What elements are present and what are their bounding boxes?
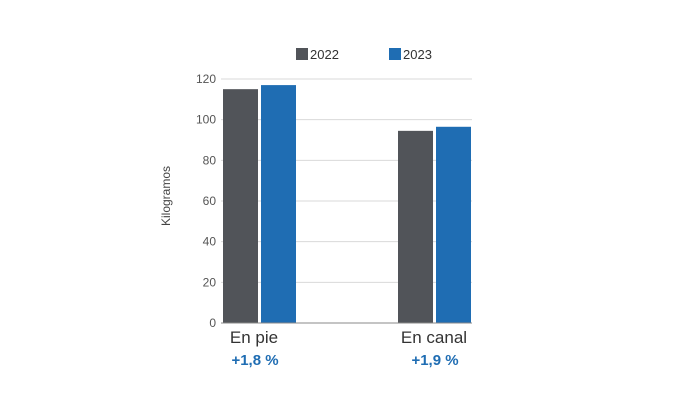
y-tick-label: 60: [203, 194, 217, 208]
y-tick-label: 0: [209, 316, 216, 330]
legend-label: 2022: [310, 47, 339, 62]
bars: [223, 85, 471, 324]
y-tick-label: 100: [196, 113, 216, 127]
legend-label: 2023: [403, 47, 432, 62]
bar-2022-1: [398, 130, 433, 323]
legend-swatch-2022: [296, 48, 308, 60]
category-label: En canal: [401, 328, 467, 347]
bar-2022-0: [223, 89, 258, 324]
y-tick-label: 20: [203, 275, 217, 289]
y-tick-label: 120: [196, 72, 216, 86]
y-axis-label: Kilogramos: [159, 166, 173, 226]
category-label: En pie: [230, 328, 278, 347]
y-axis-ticks: 0 20 40 60 80 100 120: [196, 72, 216, 330]
y-tick-label: 80: [203, 153, 217, 167]
bar-2023-1: [436, 126, 471, 324]
change-annotation: +1,8 %: [231, 352, 278, 369]
gridlines: [221, 78, 472, 283]
legend-swatch-2023: [389, 48, 401, 60]
bar-2023-0: [261, 85, 296, 323]
category-labels: En pie +1,8 % En canal +1,9 %: [230, 328, 467, 369]
change-annotation: +1,9 %: [411, 352, 458, 369]
legend: 2022 2023: [296, 47, 432, 62]
y-tick-label: 40: [203, 235, 217, 249]
